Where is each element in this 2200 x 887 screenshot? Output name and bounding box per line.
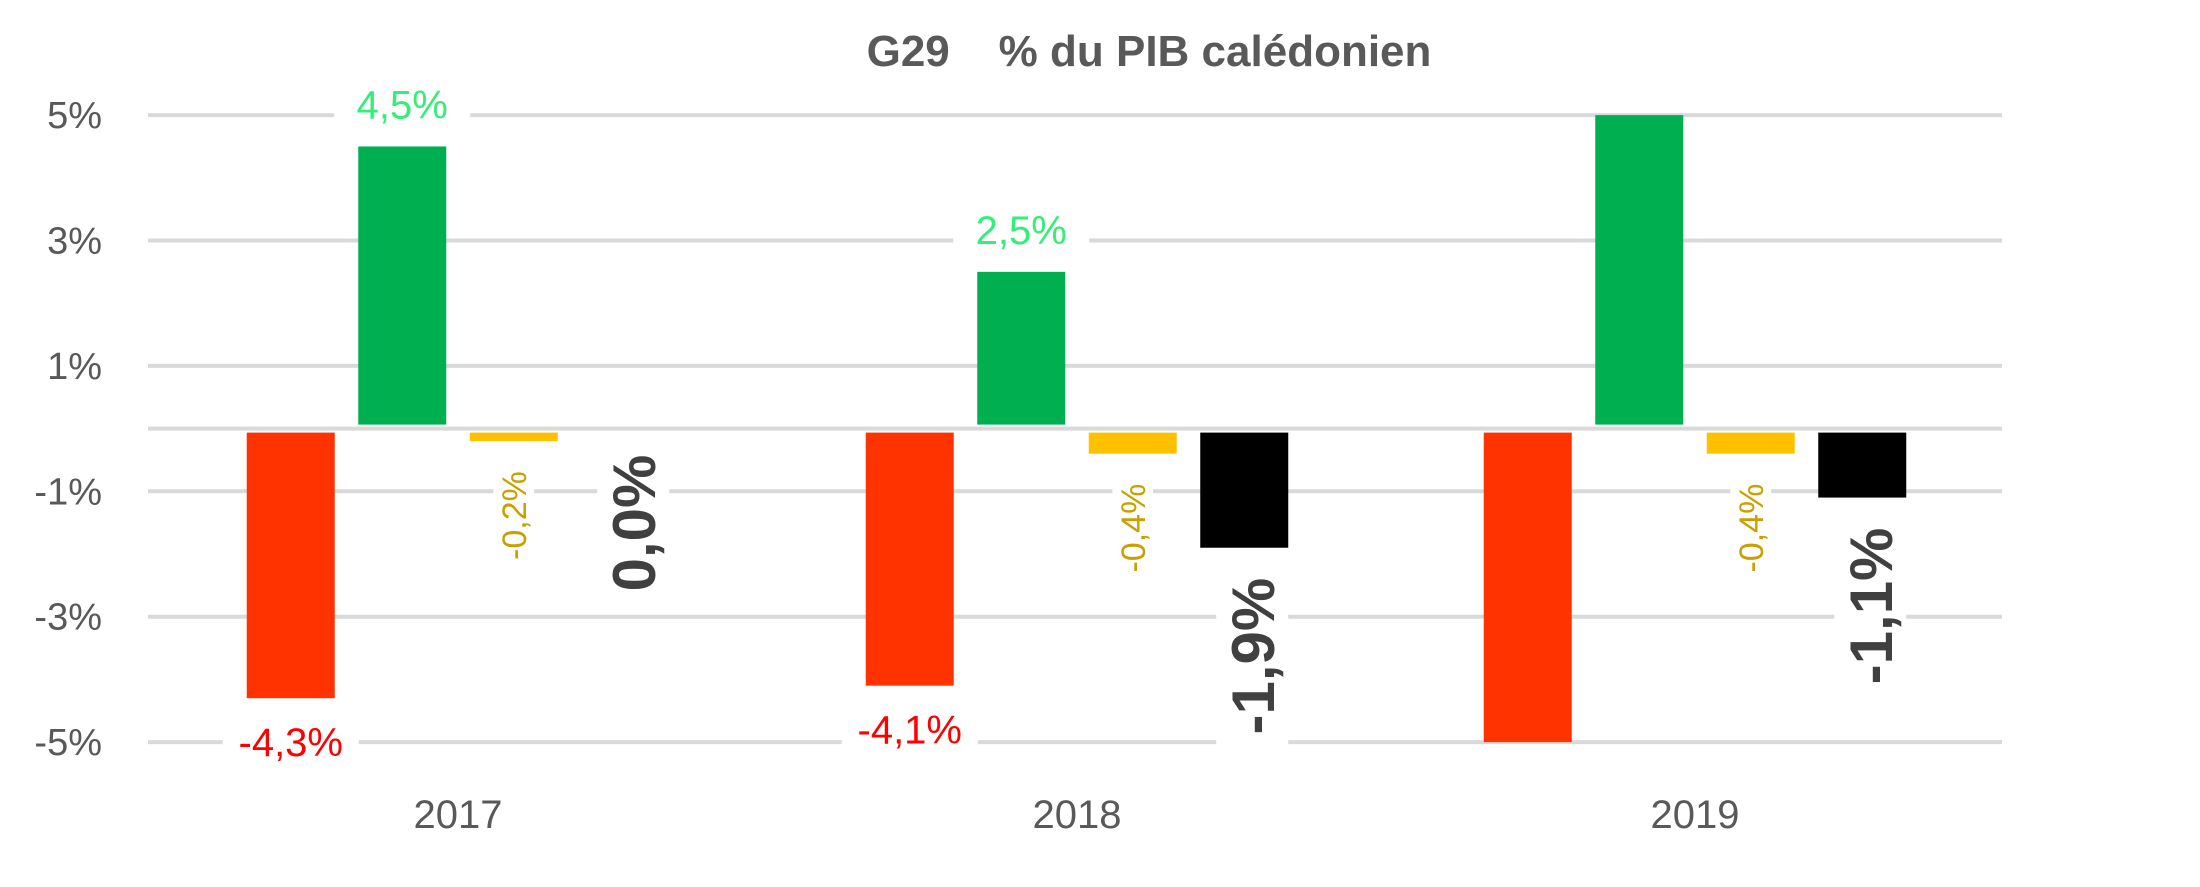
data-label: -0,4% <box>1115 484 1153 573</box>
data-label-bg <box>493 461 535 580</box>
x-category-label: 2018 <box>1033 793 1122 837</box>
data-label: -4,3% <box>239 721 344 765</box>
bar-series-yellow <box>1706 432 1795 454</box>
data-label: -1,1% <box>1838 528 1905 685</box>
data-label-bg <box>334 74 471 131</box>
data-label: -4,1% <box>858 709 963 753</box>
bar-series-green <box>1595 115 1684 425</box>
data-label-bg <box>1730 473 1772 593</box>
data-label-bg <box>597 444 670 604</box>
y-tick-label: -5% <box>34 722 102 764</box>
y-tick-label: 3% <box>47 221 102 263</box>
bar-series-yellow <box>1088 432 1177 454</box>
data-label-bg <box>841 697 978 754</box>
x-category-label: 2017 <box>414 793 503 837</box>
data-label: -0,4% <box>1733 484 1771 573</box>
bar-series-green <box>977 271 1066 425</box>
data-label: 0,0% <box>601 455 668 592</box>
y-tick-label: 1% <box>47 346 102 388</box>
bar-series-yellow <box>469 432 558 442</box>
bar-series-black <box>1200 432 1289 548</box>
bar-series-black <box>1818 432 1907 498</box>
x-category-label: 2019 <box>1651 793 1740 837</box>
chart-title: G29 % du PIB calédonien <box>867 27 1432 76</box>
bar-series-red <box>865 432 954 686</box>
y-tick-label: 5% <box>47 95 102 137</box>
data-label-bg <box>1216 567 1289 762</box>
data-label-bg <box>1112 473 1154 593</box>
bar-series-green <box>358 146 447 425</box>
data-label-bg <box>953 199 1090 256</box>
y-tick-label: -3% <box>34 597 102 639</box>
data-label: 2,5% <box>976 209 1067 253</box>
data-label: -0,2% <box>496 471 534 560</box>
bar-series-red <box>1483 432 1572 743</box>
data-label-bg <box>222 710 359 767</box>
data-label: 4,5% <box>357 83 448 127</box>
bar-series-red <box>246 432 335 699</box>
y-tick-label: -1% <box>34 471 102 513</box>
data-label: -1,9% <box>1220 578 1287 735</box>
data-label-bg <box>1834 517 1907 712</box>
